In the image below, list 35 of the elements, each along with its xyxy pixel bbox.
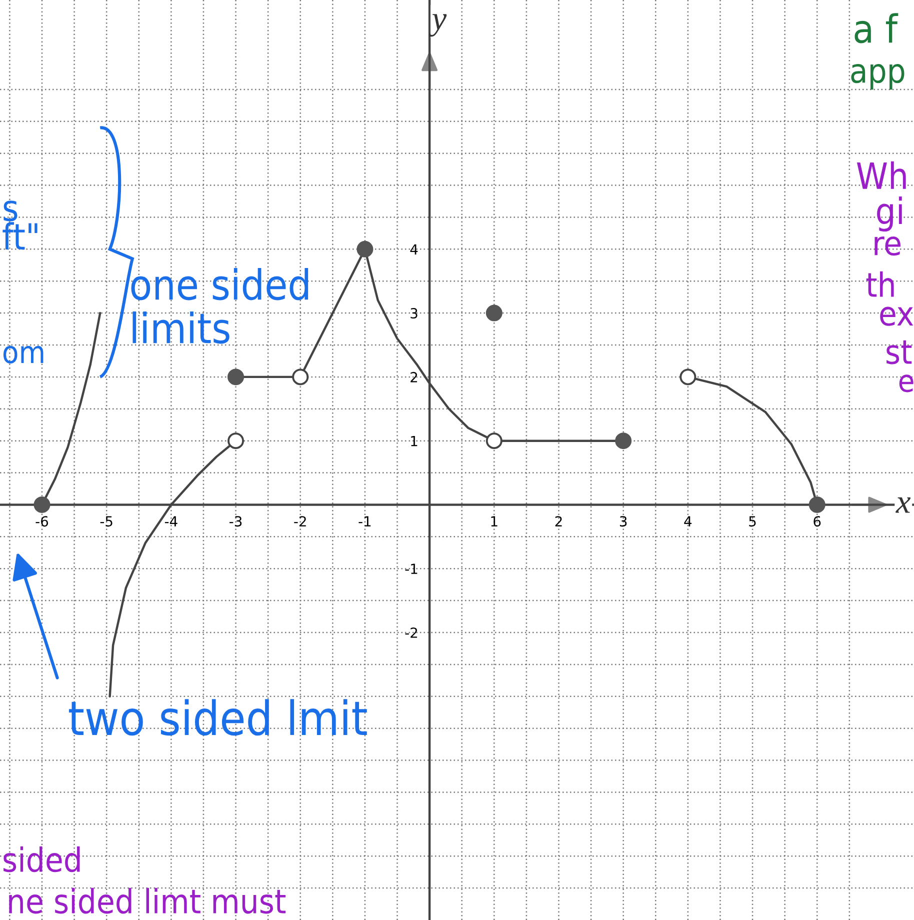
y-tick-label: -2 [405, 627, 418, 638]
x-tick-label: -3 [230, 516, 242, 527]
annotation: ft" [2, 222, 38, 250]
y-tick-label: 2 [410, 372, 418, 382]
y-tick-label: -1 [405, 564, 418, 574]
x-tick-label: 2 [555, 516, 562, 526]
annotation: two sided lmit [68, 699, 367, 736]
annotation: one sided limits [131, 268, 308, 344]
annotation: ex [880, 306, 914, 326]
annotation: st [886, 340, 912, 364]
x-tick-label: -1 [358, 516, 371, 526]
y-tick-label: 3 [410, 308, 418, 319]
annotation: gi [877, 196, 902, 232]
x-tick-label: -6 [36, 516, 48, 527]
annotation: a f [854, 13, 898, 44]
x-tick-label: 5 [749, 516, 756, 527]
x-tick-label: -2 [294, 516, 306, 526]
annotation: om [3, 346, 44, 364]
x-tick-label: -4 [164, 516, 178, 526]
annotation: re [874, 236, 900, 256]
annotation: th [866, 271, 894, 297]
annotation: s [4, 200, 18, 222]
x-tick-label: 1 [491, 516, 498, 526]
x-tick-label: 4 [684, 516, 692, 526]
annotation: ne sided limt must [9, 888, 286, 914]
x-tick-label: -5 [100, 516, 112, 527]
annotation: sided [4, 846, 80, 872]
annotation: Wh [856, 161, 906, 189]
x-tick-label: 3 [620, 516, 627, 527]
annotation: app [851, 64, 904, 90]
y-tick-label: 1 [411, 436, 418, 446]
x-tick-label: 6 [814, 516, 821, 527]
x-axis-title: x [896, 497, 911, 513]
annotation: e [899, 374, 914, 392]
y-tick-label: 4 [410, 244, 418, 254]
